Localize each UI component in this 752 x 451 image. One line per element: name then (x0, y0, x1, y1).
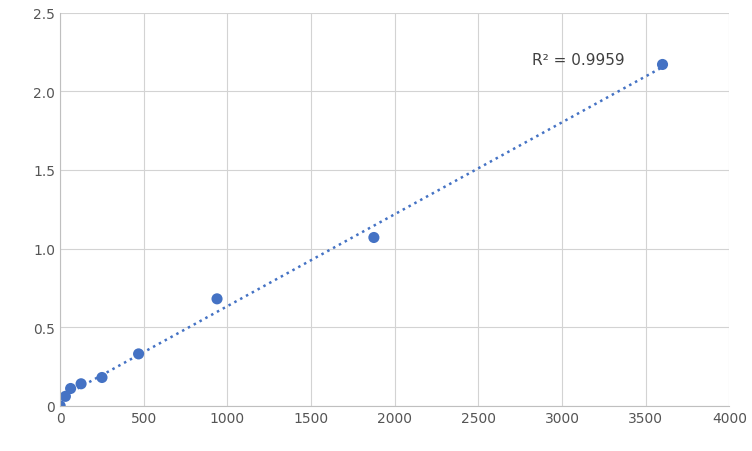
Point (211, 295, 223, 303)
Text: R² = 0.9959: R² = 0.9959 (532, 53, 625, 68)
Point (132, 350, 144, 358)
Point (656, 62, 669, 69)
Point (96, 374, 108, 381)
Point (65, 385, 77, 392)
Point (54, 402, 66, 410)
Point (59, 393, 71, 400)
Point (75, 380, 87, 387)
Point (368, 235, 380, 242)
